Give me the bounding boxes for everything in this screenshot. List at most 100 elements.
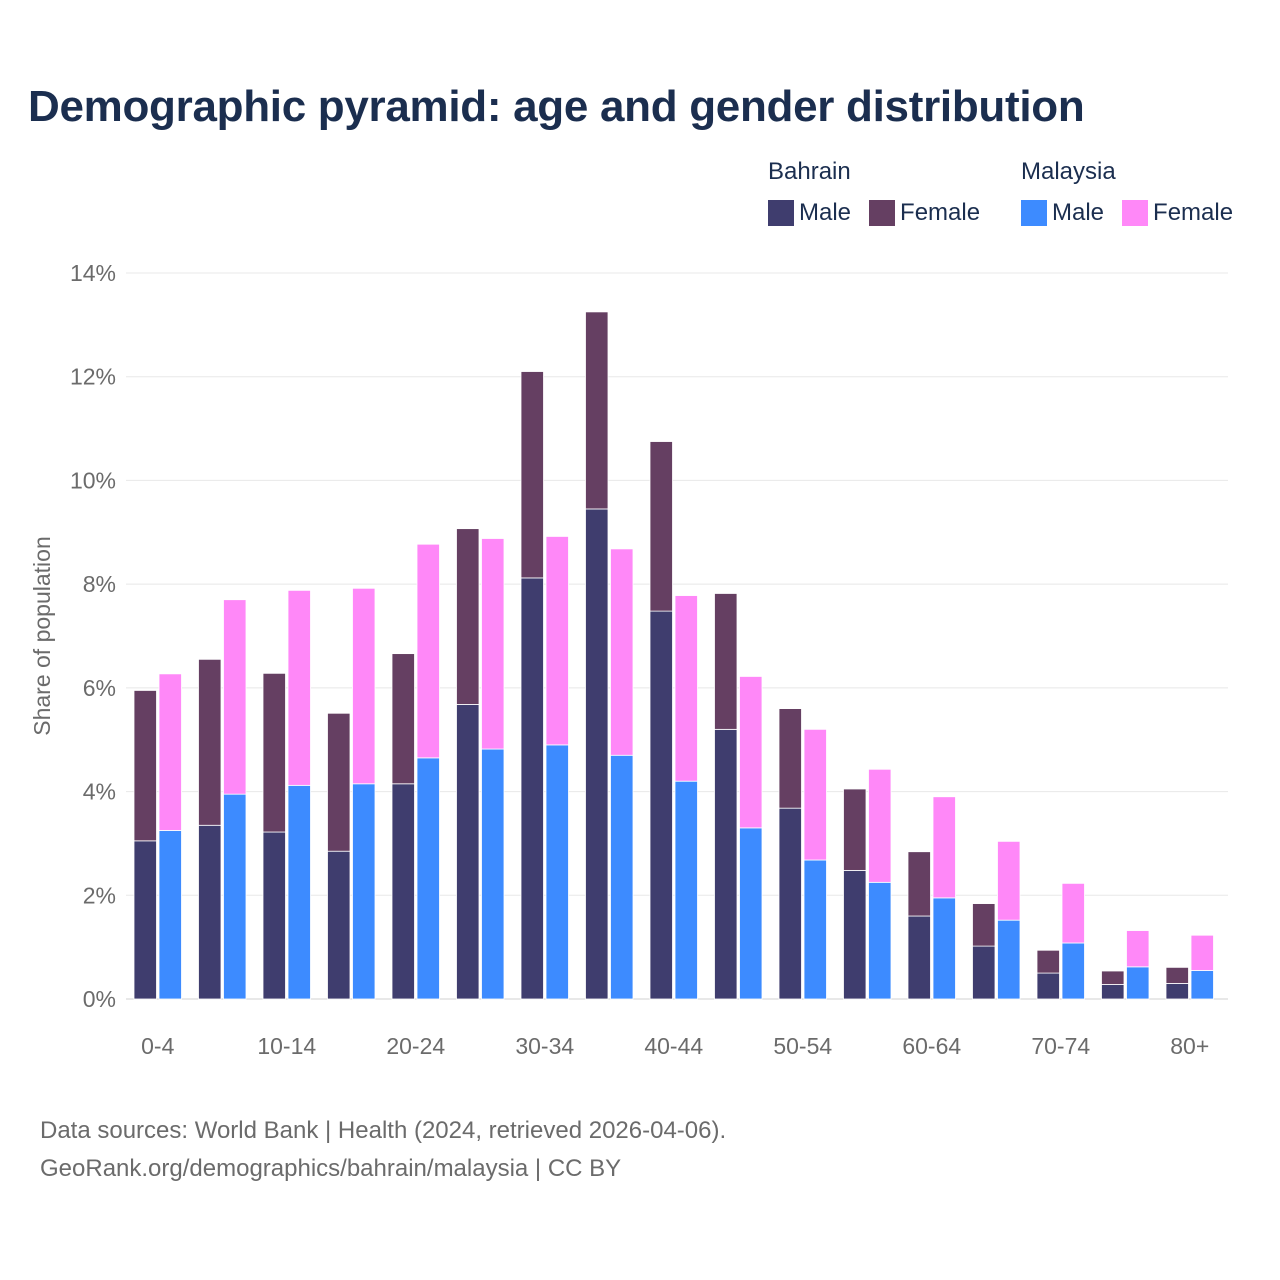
bar-bahrain-female-15-19[interactable] [327,712,351,852]
bar-bahrain-male-35-39[interactable] [585,508,609,1000]
axis-layer: 0% 2% 4% 6% 8% 10% 12% 14% 0-4 10-14 20-24 30-34 40-… [70,260,1209,1059]
bar-malaysia-female-75-79[interactable] [1126,930,1150,968]
legend-item-label: Female [1153,199,1234,226]
bar-malaysia-female-0-4[interactable] [158,673,182,831]
bar-bahrain-male-55-59[interactable] [843,869,867,1000]
x-tick-label: 50-54 [773,1033,832,1059]
y-tick-label: 2% [83,882,116,908]
legend-item-label: Male [799,199,852,226]
footer-url[interactable]: GeoRank.org/demographics/bahrain/malaysi… [40,1155,622,1182]
bar-malaysia-female-50-54[interactable] [803,728,827,861]
legend-item-label: Male [1052,199,1105,226]
x-tick-label: 10-14 [257,1033,316,1059]
y-tick-label: 6% [83,675,116,701]
bar-malaysia-male-80+[interactable] [1190,970,1214,1000]
legend-group-bahrain: Bahrain Male Female [768,156,980,227]
bar-bahrain-male-45-49[interactable] [714,728,738,1000]
bar-malaysia-male-30-34[interactable] [545,744,569,1000]
legend-group-malaysia: Malaysia Male Female [1021,156,1233,227]
bar-bahrain-female-25-29[interactable] [456,528,480,705]
legend-item-bahrain-male[interactable]: Male [768,199,851,227]
bar-malaysia-male-15-19[interactable] [352,783,376,1000]
y-tick-label: 0% [83,986,116,1012]
bar-malaysia-female-70-74[interactable] [1061,882,1085,944]
bar-bahrain-female-45-49[interactable] [714,593,738,730]
bar-bahrain-male-20-24[interactable] [391,783,415,1000]
bar-bahrain-male-10-14[interactable] [262,831,286,1000]
bar-bahrain-male-65-69[interactable] [972,945,996,1000]
bar-bahrain-female-60-64[interactable] [907,851,931,917]
bar-malaysia-male-60-64[interactable] [932,897,956,1000]
bar-bahrain-female-5-9[interactable] [198,658,222,826]
y-tick-label: 12% [70,364,116,390]
legend-group-label: Bahrain [768,158,851,185]
bar-bahrain-male-15-19[interactable] [327,850,351,1000]
bar-bahrain-male-80+[interactable] [1165,983,1189,1000]
legend-item-bahrain-female[interactable]: Female [869,199,980,227]
bar-malaysia-female-40-44[interactable] [674,595,698,782]
bar-bahrain-female-0-4[interactable] [133,690,157,842]
bar-malaysia-male-65-69[interactable] [997,919,1021,1000]
bar-bahrain-male-60-64[interactable] [907,915,931,1000]
legend-item-label: Female [900,199,981,226]
bar-bahrain-female-55-59[interactable] [843,788,867,871]
bar-bahrain-female-70-74[interactable] [1036,949,1060,974]
bar-malaysia-male-75-79[interactable] [1126,966,1150,1000]
bar-bahrain-female-50-54[interactable] [778,708,802,809]
bar-bahrain-male-50-54[interactable] [778,807,802,1000]
chart-plot: 0% 2% 4% 6% 8% 10% 12% 14% 0-4 10-14 20-24 30-34 40-… [29,260,1228,1059]
bar-malaysia-female-25-29[interactable] [481,538,505,750]
bar-malaysia-male-70-74[interactable] [1061,942,1085,1000]
bar-bahrain-male-70-74[interactable] [1036,972,1060,1000]
bar-malaysia-female-20-24[interactable] [416,543,440,759]
bar-bahrain-female-30-34[interactable] [520,371,544,579]
bar-bahrain-male-0-4[interactable] [133,840,157,1000]
bar-bahrain-female-75-79[interactable] [1101,970,1125,985]
bar-malaysia-male-35-39[interactable] [610,754,634,1000]
bar-malaysia-male-10-14[interactable] [287,784,311,1000]
bar-malaysia-female-45-49[interactable] [739,676,763,829]
bar-bahrain-female-80+[interactable] [1165,966,1189,984]
bar-malaysia-female-60-64[interactable] [932,796,956,899]
bar-malaysia-female-55-59[interactable] [868,768,892,883]
bar-malaysia-male-0-4[interactable] [158,830,182,1000]
bar-bahrain-female-65-69[interactable] [972,903,996,947]
x-tick-label: 40-44 [644,1033,703,1059]
bar-malaysia-female-30-34[interactable] [545,536,569,746]
bar-bahrain-male-30-34[interactable] [520,577,544,1000]
y-tick-label: 4% [83,779,116,805]
bar-malaysia-female-35-39[interactable] [610,548,634,756]
bar-malaysia-male-40-44[interactable] [674,780,698,1000]
bar-bahrain-male-75-79[interactable] [1101,984,1125,1000]
bar-bahrain-male-25-29[interactable] [456,704,480,1000]
bar-malaysia-female-80+[interactable] [1190,934,1214,971]
legend-item-malaysia-female[interactable]: Female [1122,199,1233,227]
bar-bahrain-female-10-14[interactable] [262,672,286,833]
x-tick-label: 60-64 [902,1033,961,1059]
x-tick-label: 20-24 [386,1033,445,1059]
bar-bahrain-female-35-39[interactable] [585,311,609,510]
bar-malaysia-male-50-54[interactable] [803,859,827,1000]
bar-malaysia-male-5-9[interactable] [223,793,247,1000]
bar-malaysia-male-55-59[interactable] [868,881,892,1000]
y-tick-label: 10% [70,467,116,493]
bar-malaysia-female-15-19[interactable] [352,587,376,785]
bar-malaysia-female-65-69[interactable] [997,840,1021,921]
bar-malaysia-male-45-49[interactable] [739,827,763,1000]
bar-malaysia-male-25-29[interactable] [481,748,505,1000]
bar-bahrain-male-40-44[interactable] [649,610,673,1000]
legend-item-malaysia-male[interactable]: Male [1021,199,1104,227]
chart-title: Demographic pyramid: age and gender dist… [28,82,1085,131]
x-tick-label: 0-4 [141,1033,174,1059]
bar-bahrain-female-20-24[interactable] [391,653,415,785]
legend-swatch [869,200,896,226]
bar-bahrain-male-5-9[interactable] [198,824,222,1000]
bar-malaysia-female-10-14[interactable] [287,589,311,786]
y-tick-label: 8% [83,571,116,597]
bar-malaysia-male-20-24[interactable] [416,757,440,1000]
x-tick-label: 30-34 [515,1033,574,1059]
bar-bahrain-female-40-44[interactable] [649,441,673,612]
y-axis-title: Share of population [29,536,55,736]
bar-layer [133,311,1214,1000]
bar-malaysia-female-5-9[interactable] [223,599,247,795]
